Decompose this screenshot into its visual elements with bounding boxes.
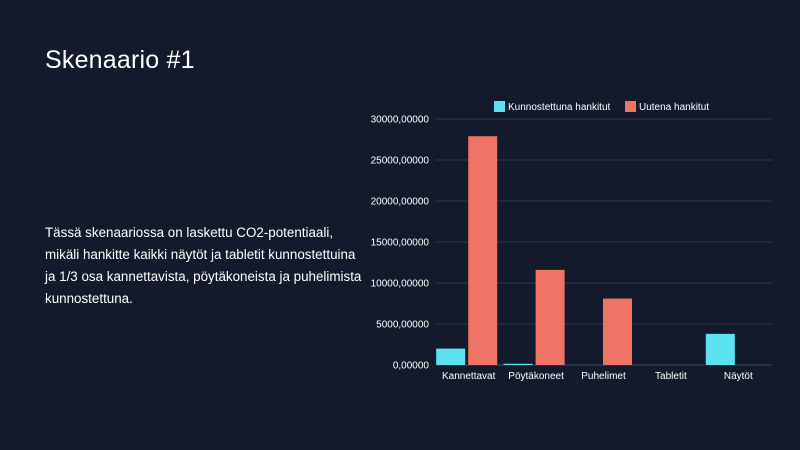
y-tick-label: 25000,00000 xyxy=(371,156,430,167)
category-label: Kannettavat xyxy=(442,371,496,382)
y-axis-ticks: 0,00000 5000,00000 10000,00000 15000,00000 2… xyxy=(371,115,430,372)
x-axis-categories: Kannettavat Pöytäkoneet Puhelimet Tabletit N… xyxy=(442,371,753,382)
legend-swatch xyxy=(625,101,636,112)
legend-label: Uutena hankitut xyxy=(639,102,709,113)
y-tick-label: 30000,00000 xyxy=(371,115,430,126)
scenario-description: Tässä skenaariossa on laskettu CO2-poten… xyxy=(45,225,362,306)
bar-new-1 xyxy=(535,269,565,365)
y-tick-label: 0,00000 xyxy=(393,361,430,372)
category-label: Tabletit xyxy=(655,371,687,382)
legend-swatch xyxy=(494,101,505,112)
bar-refurbished-1 xyxy=(503,363,533,365)
bar-new-2 xyxy=(603,298,632,365)
bar-new-0 xyxy=(468,136,498,365)
y-tick-label: 10000,00000 xyxy=(371,279,430,290)
category-label: Näytöt xyxy=(724,371,753,382)
category-label: Pöytäkoneet xyxy=(508,371,564,382)
legend-label: Kunnostettuna hankitut xyxy=(508,102,611,113)
y-tick-label: 5000,00000 xyxy=(376,320,429,331)
category-label: Puhelimet xyxy=(581,371,626,382)
bar-refurbished-4 xyxy=(705,333,735,365)
y-tick-label: 15000,00000 xyxy=(371,238,430,249)
chart-legend: Kunnostettuna hankitut Uutena hankitut xyxy=(494,101,709,113)
bar-refurbished-0 xyxy=(436,348,466,365)
bars xyxy=(436,136,735,365)
slide-title: Skenaario #1 xyxy=(45,46,195,74)
y-tick-label: 20000,00000 xyxy=(371,197,430,208)
